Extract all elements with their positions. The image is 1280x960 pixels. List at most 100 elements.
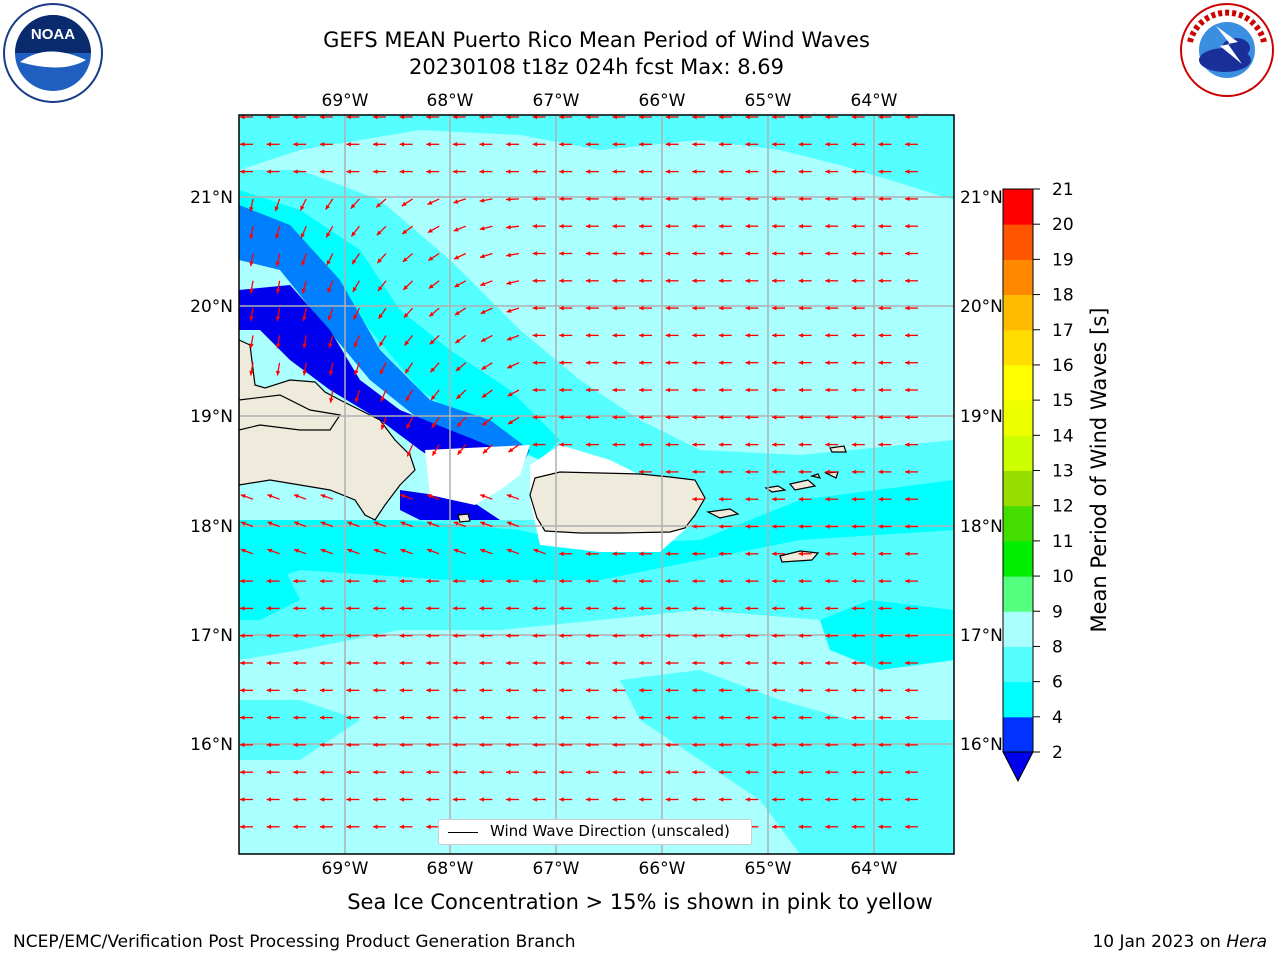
footer-date-text: 10 Jan 2023 on	[1092, 932, 1227, 952]
wind-wave-arrow	[240, 578, 253, 584]
wind-wave-arrow	[399, 742, 413, 748]
wind-wave-arrow	[585, 769, 599, 775]
wind-wave-arrow	[266, 742, 280, 748]
wind-wave-arrow	[718, 633, 732, 638]
wind-wave-arrow	[266, 688, 280, 693]
wind-wave-arrow	[302, 335, 307, 349]
wind-wave-arrow	[905, 797, 918, 802]
wind-wave-arrow	[798, 496, 812, 502]
colorbar-tick-label: 8	[1052, 637, 1063, 657]
wind-wave-arrow	[559, 769, 573, 775]
wind-wave-arrow	[454, 334, 467, 344]
wind-wave-arrow	[745, 715, 759, 720]
colorbar-swatch	[1003, 716, 1033, 753]
wind-wave-arrow	[373, 521, 387, 528]
lon-label-top: 66°W	[639, 91, 686, 111]
lon-label-bottom: 64°W	[851, 859, 898, 879]
wind-wave-arrow	[405, 416, 414, 430]
wind-wave-arrow	[426, 142, 440, 147]
wind-wave-arrow	[825, 360, 839, 365]
colorbar-tick-label: 19	[1052, 250, 1074, 270]
wind-wave-arrow	[665, 660, 679, 666]
wind-wave-arrow	[851, 606, 865, 611]
wind-wave-arrow	[559, 606, 573, 611]
wind-wave-arrow	[249, 253, 254, 267]
wind-wave-arrow	[718, 742, 732, 748]
wind-wave-arrow	[428, 280, 440, 290]
wind-wave-arrow	[905, 715, 918, 720]
wind-wave-arrow	[479, 633, 493, 638]
wind-wave-arrow	[506, 660, 519, 666]
wind-wave-arrow	[293, 169, 307, 174]
land-virgin-islands	[764, 445, 847, 493]
wind-wave-arrow	[351, 253, 360, 265]
wind-wave-arrow	[266, 633, 280, 638]
wind-wave-arrow	[403, 334, 414, 346]
wind-wave-arrow	[479, 494, 493, 500]
wind-wave-arrow	[426, 797, 440, 802]
wind-wave-arrow	[905, 278, 918, 284]
colorbar-tick-label: 10	[1052, 567, 1074, 587]
lat-label-left: 19°N	[190, 407, 233, 427]
wind-wave-arrow	[430, 389, 440, 401]
wind-wave-arrow	[665, 469, 679, 475]
wind-wave-arrow	[639, 196, 652, 202]
wind-wave-arrow	[506, 494, 520, 500]
wind-wave-arrow	[325, 225, 334, 238]
wind-wave-arrow	[293, 769, 307, 775]
wind-wave-arrow	[745, 142, 759, 147]
wind-wave-arrow	[878, 251, 892, 256]
wind-wave-arrow	[718, 223, 732, 229]
wind-wave-arrow	[532, 742, 546, 748]
wind-wave-arrow	[559, 660, 573, 666]
wind-wave-arrow	[266, 797, 280, 802]
wind-wave-arrow	[585, 142, 599, 147]
wind-wave-arrow	[612, 387, 626, 393]
wind-wave-arrow	[692, 797, 706, 802]
wind-wave-arrow	[745, 387, 759, 393]
wind-wave-arrow	[532, 360, 546, 365]
wind-wave-arrow	[825, 688, 839, 693]
wind-wave-arrow	[718, 305, 732, 311]
wind-wave-arrow	[559, 305, 573, 311]
wind-wave-arrow	[346, 548, 360, 555]
wind-wave-arrow	[240, 521, 254, 528]
wind-wave-arrow	[427, 252, 440, 262]
lat-labels-right: 21°N 20°N 19°N 18°N 17°N 16°N	[960, 188, 1003, 755]
wind-wave-arrow	[426, 494, 440, 500]
wind-wave-arrow	[692, 169, 706, 174]
wind-wave-arrow	[878, 578, 892, 584]
wind-wave-arrow	[479, 548, 493, 555]
colorbar-tick-label: 16	[1052, 356, 1074, 376]
wind-wave-arrow	[639, 769, 652, 775]
lat-label-left: 17°N	[190, 626, 233, 646]
wind-wave-arrow	[293, 494, 307, 500]
wind-wave-arrow	[426, 824, 440, 830]
wind-wave-arrow	[506, 334, 520, 341]
wind-wave-arrow	[692, 142, 706, 147]
colorbar-tick-label: 2	[1052, 743, 1063, 763]
wind-wave-arrow	[825, 769, 839, 775]
wind-wave-arrow	[905, 251, 918, 256]
wind-wave-arrow	[639, 169, 652, 174]
wind-wave-arrow	[302, 362, 307, 376]
wind-wave-arrow	[354, 362, 361, 376]
wind-wave-arrow	[851, 360, 865, 365]
wind-wave-arrow	[585, 196, 599, 202]
wind-wave-arrow	[825, 278, 839, 284]
wind-wave-arrow	[506, 362, 520, 369]
wind-wave-arrow	[665, 606, 679, 611]
wind-wave-arrow	[293, 606, 307, 611]
wind-wave-arrow	[319, 606, 333, 611]
wind-wave-arrow	[346, 715, 360, 720]
wind-wave-arrow	[639, 278, 652, 284]
wind-wave-arrow	[825, 660, 839, 666]
wind-wave-arrow	[825, 578, 839, 584]
field-band-2-4	[239, 205, 530, 470]
wind-wave-arrow	[718, 115, 732, 120]
wind-wave-arrow	[851, 333, 865, 338]
wind-wave-arrow	[346, 115, 360, 120]
wind-wave-arrow	[275, 362, 281, 376]
legend-line-sample	[448, 832, 478, 833]
colorbar-tick-label: 21	[1052, 180, 1074, 200]
